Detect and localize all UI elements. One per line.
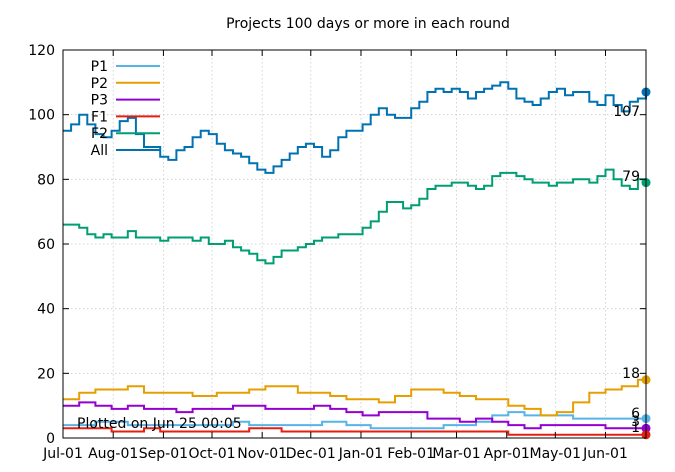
endpoint-label-f2: 79 xyxy=(622,169,640,185)
x-tick-label: Feb-01 xyxy=(387,446,435,462)
series-lines xyxy=(63,81,647,436)
y-tick-label: 120 xyxy=(28,43,55,59)
x-tick-label: Oct-01 xyxy=(188,446,235,462)
x-tick-label: Dec-01 xyxy=(286,446,336,462)
legend-label-p2: P2 xyxy=(91,76,108,92)
endpoint-label-p1: 6 xyxy=(631,406,640,422)
plot-frame xyxy=(62,49,647,439)
grid-lines xyxy=(63,50,646,438)
endpoint-label-p2: 18 xyxy=(622,366,640,382)
series-line-f1 xyxy=(63,427,646,436)
x-tick-label: Sep-01 xyxy=(139,446,188,462)
y-tick-label: 100 xyxy=(28,108,55,124)
legend-label-p3: P3 xyxy=(91,93,108,109)
legend-label-f2: F2 xyxy=(91,126,108,142)
endpoint-label-p3: 3 xyxy=(631,414,640,430)
x-tick-label: Jan-01 xyxy=(338,446,383,462)
series-line-p3 xyxy=(63,401,646,430)
footnote: Plotted on Jun 25 00:05 xyxy=(77,416,242,432)
x-tick-label: Jul-01 xyxy=(42,446,83,462)
x-tick-label: Mar-01 xyxy=(432,446,480,462)
x-tick-label: Apr-01 xyxy=(484,446,530,462)
legend-label-p1: P1 xyxy=(91,59,108,75)
series-line-f2 xyxy=(63,168,647,265)
y-tick-label: 40 xyxy=(37,302,55,318)
y-tick-label: 0 xyxy=(46,431,55,447)
series-line-all xyxy=(63,81,647,174)
legend-label-f1: F1 xyxy=(91,109,108,125)
endpoint-label-all: 107 xyxy=(613,104,640,120)
x-tick-label: Aug-01 xyxy=(88,446,138,462)
x-tick-label: Jun-01 xyxy=(582,446,628,462)
axes: 0 20 40 60 80 100 120 Jul-01 Aug-01 Sep-01 Oct-01 N… xyxy=(28,43,646,462)
x-tick-label: May-01 xyxy=(530,446,582,462)
chart-title: Projects 100 days or more in each round xyxy=(226,16,510,32)
y-tick-label: 60 xyxy=(37,237,55,253)
y-tick-label: 20 xyxy=(37,366,55,382)
y-tick-label: 80 xyxy=(37,172,55,188)
series-line-p2 xyxy=(63,378,646,417)
x-tick-label: Nov-01 xyxy=(237,446,287,462)
endpoint-label-f1: 1 xyxy=(631,420,640,436)
legend-label-all: All xyxy=(91,143,108,159)
